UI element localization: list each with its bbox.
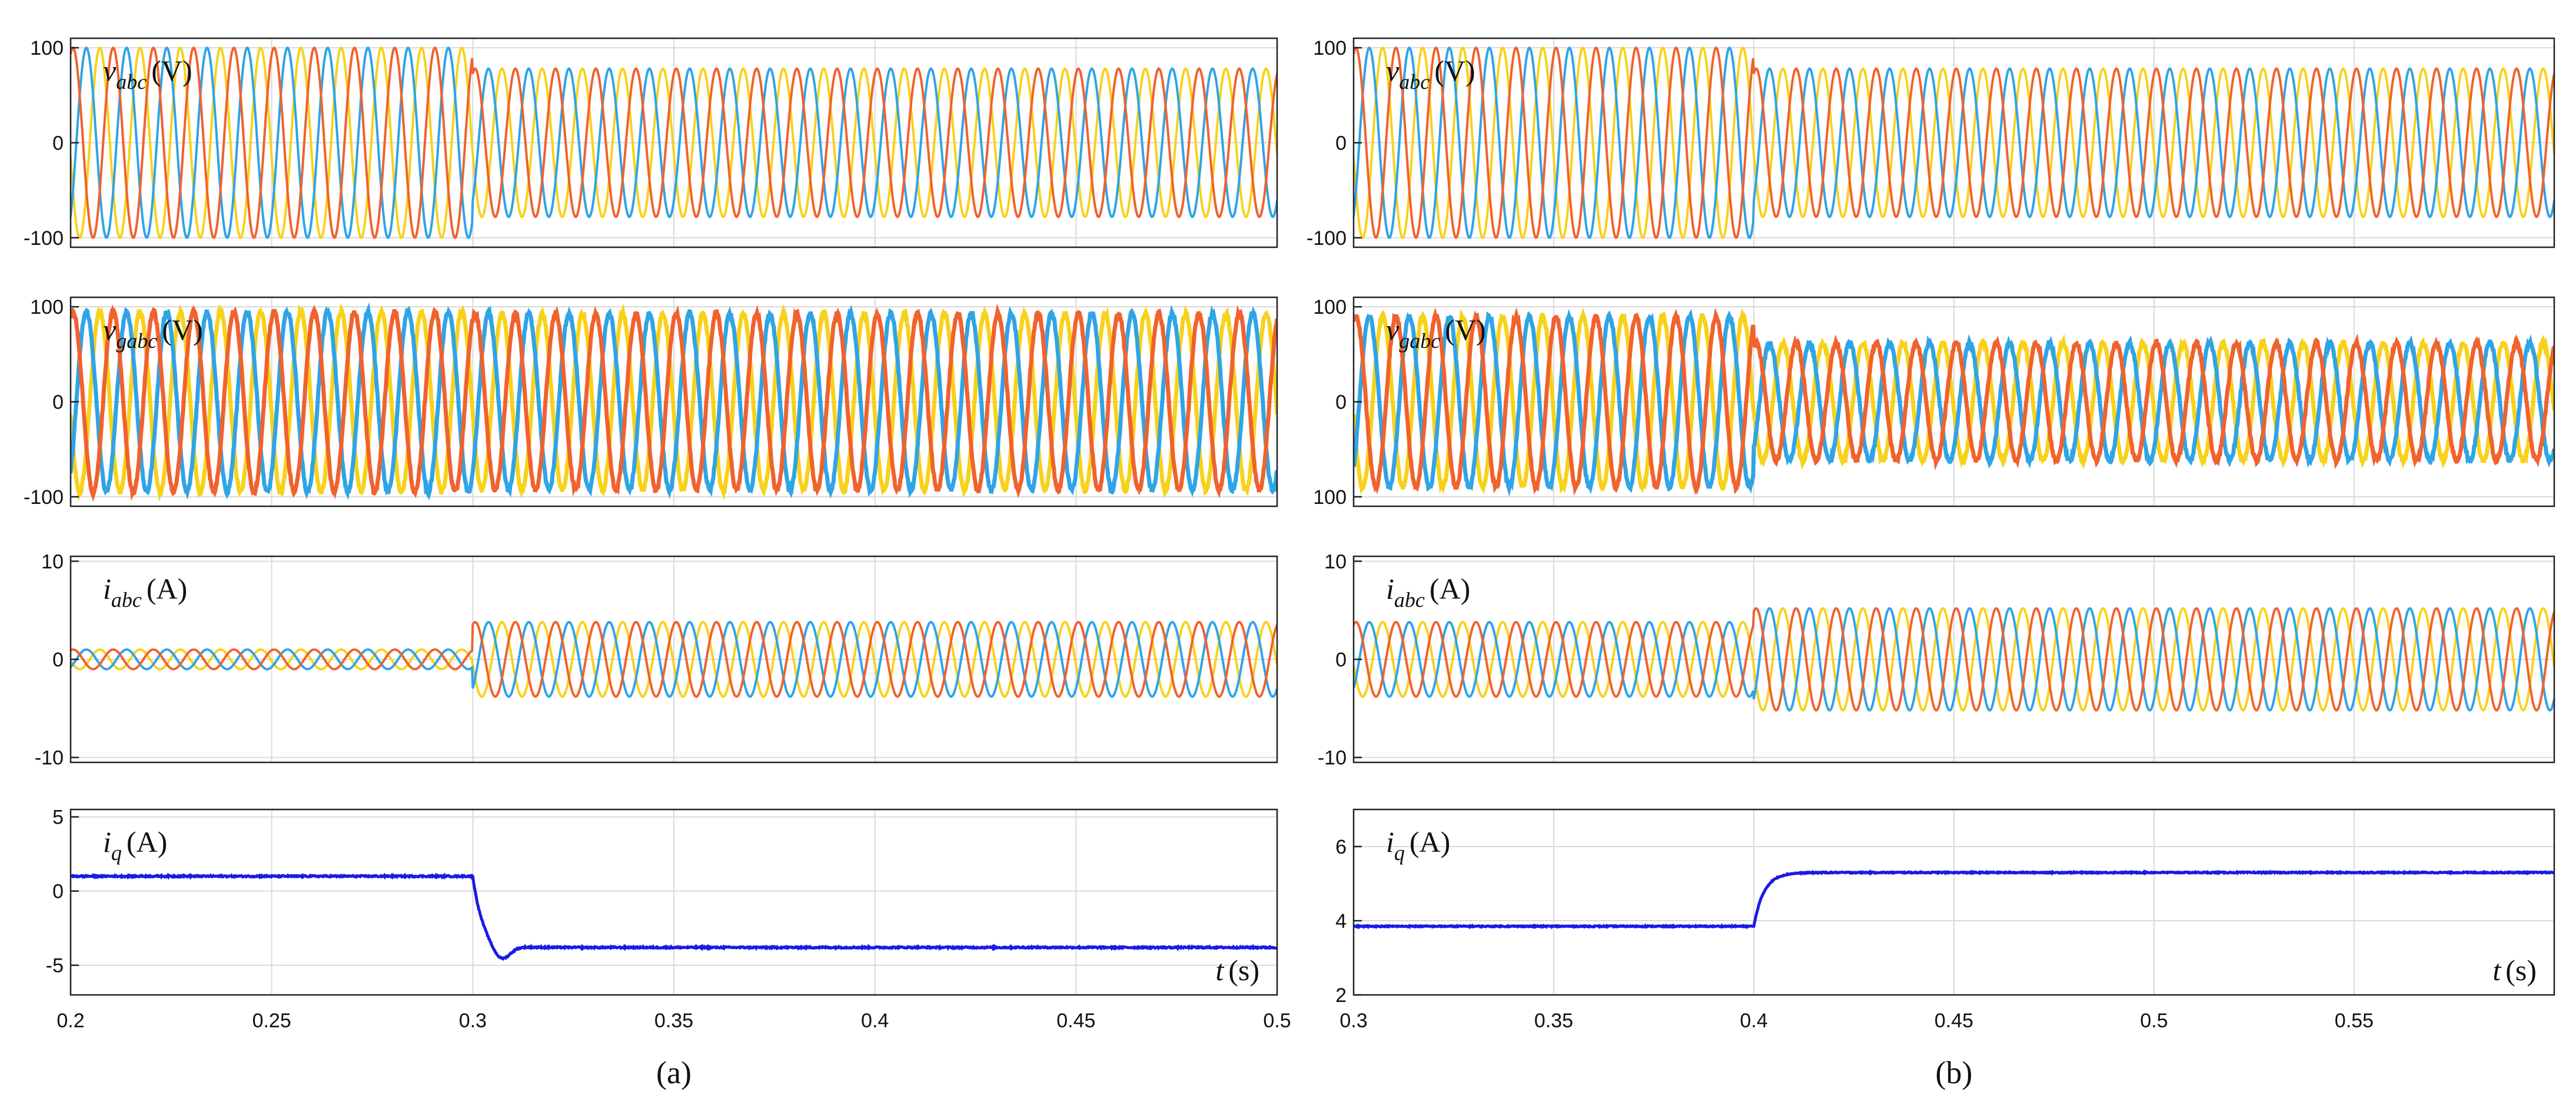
panel-label: vgabc (V) xyxy=(1386,313,1486,353)
x-axis-label: t (s) xyxy=(2492,954,2537,987)
panel-label: iq (A) xyxy=(103,825,167,865)
phase-b-line xyxy=(1354,47,2554,239)
phase-b-line xyxy=(1354,607,2554,712)
x-tick-label: 0.35 xyxy=(654,1010,693,1032)
y-tick-label: -10 xyxy=(1318,747,1347,769)
y-tick-label: 5 xyxy=(52,807,64,829)
x-tick-label: 0.3 xyxy=(1339,1010,1367,1032)
y-tick-label: 100 xyxy=(1313,486,1347,509)
iq-line xyxy=(1354,869,2554,930)
y-tick-label: 100 xyxy=(1313,296,1347,318)
phase-a-line xyxy=(71,303,1277,502)
panel-label: vabc (V) xyxy=(1386,54,1475,94)
y-tick-label: -5 xyxy=(46,955,64,977)
subfigure-caption: (b) xyxy=(1936,1055,1973,1090)
panel-1-1: 100 0 100 vgabc (V) xyxy=(1313,296,2555,509)
y-tick-label: 0 xyxy=(52,649,64,671)
y-tick-label: -100 xyxy=(1307,227,1347,250)
y-tick-label: 0 xyxy=(1335,132,1347,155)
y-tick-label: -10 xyxy=(35,747,64,769)
panel-label: iabc (A) xyxy=(103,572,187,612)
phase-c-line xyxy=(1354,307,2554,495)
y-tick-label: 0 xyxy=(52,881,64,903)
phase-c-line xyxy=(71,303,1277,502)
plot-area xyxy=(71,47,1277,239)
panel-0-0: 100 0 -100 vabc (V) xyxy=(24,37,1278,250)
x-tick-label: 0.45 xyxy=(1056,1010,1095,1032)
x-tick-label: 0.2 xyxy=(56,1010,84,1032)
x-tick-label: 0.4 xyxy=(1740,1010,1767,1032)
phase-c-line xyxy=(1354,47,2554,239)
y-tick-label: -100 xyxy=(24,227,64,250)
x-tick-label: 0.5 xyxy=(2140,1010,2168,1032)
panel-0-2: 10 0 -10 iabc (A) xyxy=(35,550,1278,769)
phase-b-line xyxy=(1354,308,2554,497)
x-tick-label: 0.5 xyxy=(1263,1010,1291,1032)
y-tick-label: 100 xyxy=(1313,37,1347,59)
y-tick-label: 4 xyxy=(1335,910,1347,933)
y-tick-label: 0 xyxy=(1335,391,1347,414)
y-tick-label: 10 xyxy=(41,550,64,573)
iq-line xyxy=(71,872,1277,961)
phase-b-line xyxy=(71,47,1277,239)
phase-b-line xyxy=(71,302,1277,501)
panel-label: vgabc (V) xyxy=(103,313,203,353)
phase-b-line xyxy=(71,620,1277,698)
phase-a-line xyxy=(71,620,1277,698)
panel-0-1: 100 0 -100 vgabc (V) xyxy=(24,296,1278,509)
x-tick-label: 0.45 xyxy=(1935,1010,1973,1032)
y-tick-label: -100 xyxy=(24,486,64,509)
phase-c-line xyxy=(71,620,1277,698)
panel-label: vabc (V) xyxy=(103,54,192,94)
plot-area xyxy=(71,620,1277,698)
y-tick-label: 10 xyxy=(1324,550,1347,573)
plot-area xyxy=(1354,307,2554,497)
y-tick-label: 100 xyxy=(30,296,64,318)
phase-a-line xyxy=(1354,607,2554,712)
plot-area xyxy=(71,302,1277,502)
x-tick-label: 0.3 xyxy=(459,1010,487,1032)
x-tick-label: 0.25 xyxy=(252,1010,291,1032)
y-tick-label: 0 xyxy=(1335,649,1347,671)
axes-frame xyxy=(1352,808,2555,996)
x-tick-label: 0.4 xyxy=(861,1010,889,1032)
y-tick-label: 2 xyxy=(1335,984,1347,1007)
phase-a-line xyxy=(71,47,1277,239)
plot-area xyxy=(1354,869,2554,930)
panel-1-2: 10 0 -10 iabc (A) xyxy=(1318,550,2555,769)
y-tick-label: 6 xyxy=(1335,836,1347,858)
panel-label: iq (A) xyxy=(1386,825,1450,865)
phase-a-line xyxy=(1354,307,2554,496)
plot-area xyxy=(71,872,1277,961)
y-tick-label: 0 xyxy=(52,391,64,414)
axes-frame xyxy=(69,808,1278,996)
y-tick-label: 100 xyxy=(30,37,64,59)
plot-area xyxy=(1354,607,2554,712)
panel-label: iabc (A) xyxy=(1386,572,1470,612)
plot-area xyxy=(1354,47,2554,239)
x-tick-label: 0.35 xyxy=(1534,1010,1573,1032)
x-tick-label: 0.55 xyxy=(2335,1010,2374,1032)
subfigure-caption: (a) xyxy=(656,1055,692,1090)
panel-1-3: 6 4 2 iq (A) t (s) xyxy=(1335,808,2555,1007)
panel-0-3: 5 0 -5 iq (A) t (s) xyxy=(46,807,1278,996)
phase-a-line xyxy=(1354,47,2554,239)
phase-c-line xyxy=(1354,607,2554,712)
phase-c-line xyxy=(71,47,1277,239)
x-axis-label: t (s) xyxy=(1215,954,1259,987)
y-tick-label: 0 xyxy=(52,132,64,155)
panel-1-0: 100 0 -100 vabc (V) xyxy=(1307,37,2555,250)
